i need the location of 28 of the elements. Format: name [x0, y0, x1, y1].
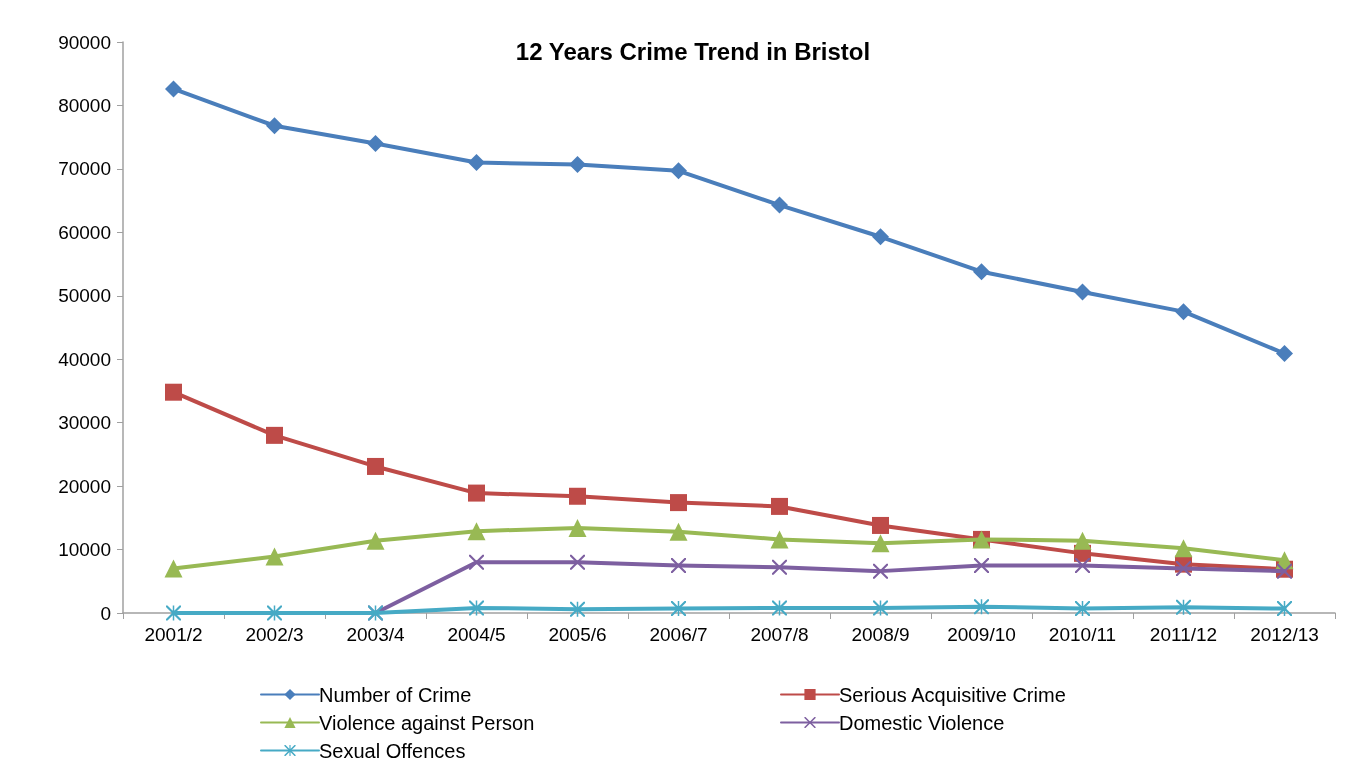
x-tick-label: 2011/12 [1149, 624, 1218, 645]
x-tick-label: 2006/7 [649, 624, 708, 645]
y-tick-label: 90000 [58, 31, 111, 53]
x-tick-label: 2010/11 [1048, 624, 1117, 645]
legend-label: Sexual Offences [319, 739, 466, 762]
y-tick-label: 80000 [58, 94, 111, 116]
x-tick-label: 2003/4 [346, 624, 405, 645]
x-tick-label: 2005/6 [548, 624, 607, 645]
legend-label: Domestic Violence [839, 711, 1005, 734]
x-tick-label: 2004/5 [447, 624, 506, 645]
y-tick-label: 20000 [58, 475, 111, 497]
x-tick-label: 2008/9 [851, 624, 910, 645]
y-tick-label: 30000 [58, 412, 111, 434]
x-tick-label: 2012/13 [1250, 624, 1319, 645]
y-tick-label: 0 [100, 602, 111, 624]
chart-title: 12 Years Crime Trend in Bristol [515, 37, 871, 65]
x-tick-label: 2009/10 [947, 624, 1016, 645]
legend-label: Violence against Person [319, 711, 535, 734]
y-tick-label: 40000 [58, 348, 111, 370]
x-tick-label: 2001/2 [144, 624, 203, 645]
y-tick-label: 70000 [58, 158, 111, 180]
legend-label: Number of Crime [319, 683, 472, 706]
legend-label: Serious Acquisitive Crime [839, 683, 1066, 706]
y-tick-label: 50000 [58, 285, 111, 307]
y-tick-label: 10000 [58, 539, 111, 561]
x-tick-label: 2002/3 [245, 624, 304, 645]
y-tick-label: 60000 [58, 221, 111, 243]
x-tick-label: 2007/8 [750, 624, 809, 645]
